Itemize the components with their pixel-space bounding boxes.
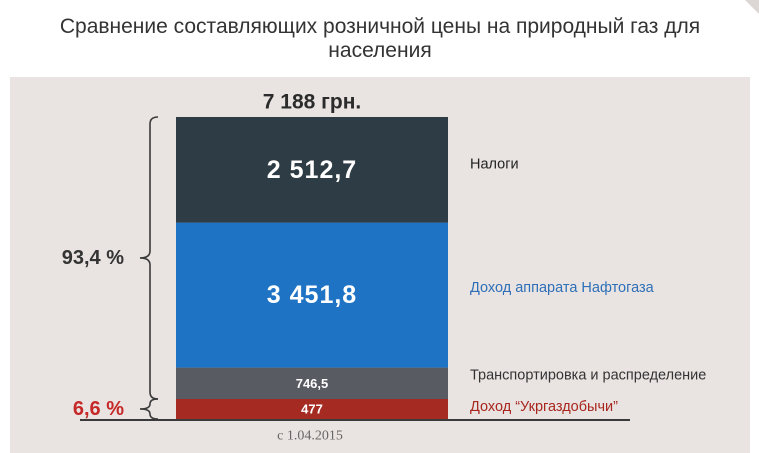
series-label: Доход “Укргаздобычи”: [470, 399, 618, 415]
total-label: 7 188 грн.: [263, 91, 361, 114]
share-label: 93,4 %: [62, 247, 124, 269]
segment-value-label: 3 451,8: [267, 281, 357, 309]
segment-value-label: 2 512,7: [267, 156, 357, 184]
share-bracket: [139, 116, 159, 400]
segment-value-label: 477: [301, 402, 323, 417]
corner-fold-icon: [745, 0, 759, 14]
bar-segment: [176, 367, 448, 399]
chart-title: Сравнение составляющих розничной цены на…: [59, 14, 701, 62]
title-band: Сравнение составляющих розничной цены на…: [10, 0, 750, 77]
bar-segment: [176, 117, 448, 223]
series-label: Транспортировка и распределение: [470, 368, 706, 384]
bar-segment: [176, 222, 448, 368]
series-label: Налоги: [470, 157, 519, 173]
share-label: 6,6 %: [73, 398, 124, 420]
share-bracket: [139, 398, 159, 420]
date-label: с 1.04.2015: [277, 429, 343, 444]
bar-segment: [176, 399, 448, 419]
segment-value-label: 746,5: [296, 376, 329, 391]
series-label: Доход аппарата Нафтогаза: [470, 280, 655, 296]
